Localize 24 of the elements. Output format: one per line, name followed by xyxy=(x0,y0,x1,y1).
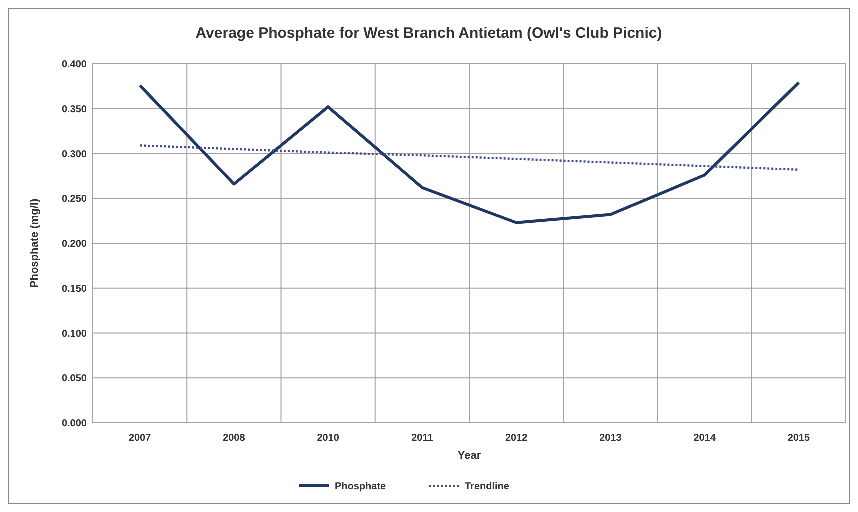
legend-label: Phosphate xyxy=(335,482,387,492)
y-tick-label: 0.350 xyxy=(62,104,88,116)
y-tick-label: 0.400 xyxy=(62,60,88,70)
legend-label: Trendline xyxy=(465,482,510,492)
x-tick-label: 2012 xyxy=(505,433,528,444)
line-series xyxy=(138,81,800,224)
x-axis-title: Year xyxy=(458,450,482,462)
chart-title: Average Phosphate for West Branch Antietam (Owl's Club Picnic) xyxy=(196,25,662,42)
y-tick-label: 0.100 xyxy=(62,328,88,340)
y-axis-title: Phosphate (mg/l) xyxy=(29,198,41,288)
y-tick-label: 0.000 xyxy=(62,418,88,430)
y-tick-label: 0.300 xyxy=(62,149,88,160)
y-tick-label: 0.150 xyxy=(62,284,88,295)
y-tick-label: 0.250 xyxy=(62,194,88,206)
x-tick-label: 2015 xyxy=(788,433,810,444)
x-tick-label: 2013 xyxy=(600,433,622,444)
x-tick-label: 2008 xyxy=(223,433,246,444)
x-tick-label: 2007 xyxy=(128,433,152,444)
x-tick-label: 2011 xyxy=(412,433,434,444)
x-tick-label: 2014 xyxy=(694,433,716,444)
line-series xyxy=(138,144,800,172)
y-tick-label: 0.200 xyxy=(62,239,88,250)
y-tick-label: 0.050 xyxy=(62,374,88,385)
x-tick-label: 2010 xyxy=(317,433,340,444)
